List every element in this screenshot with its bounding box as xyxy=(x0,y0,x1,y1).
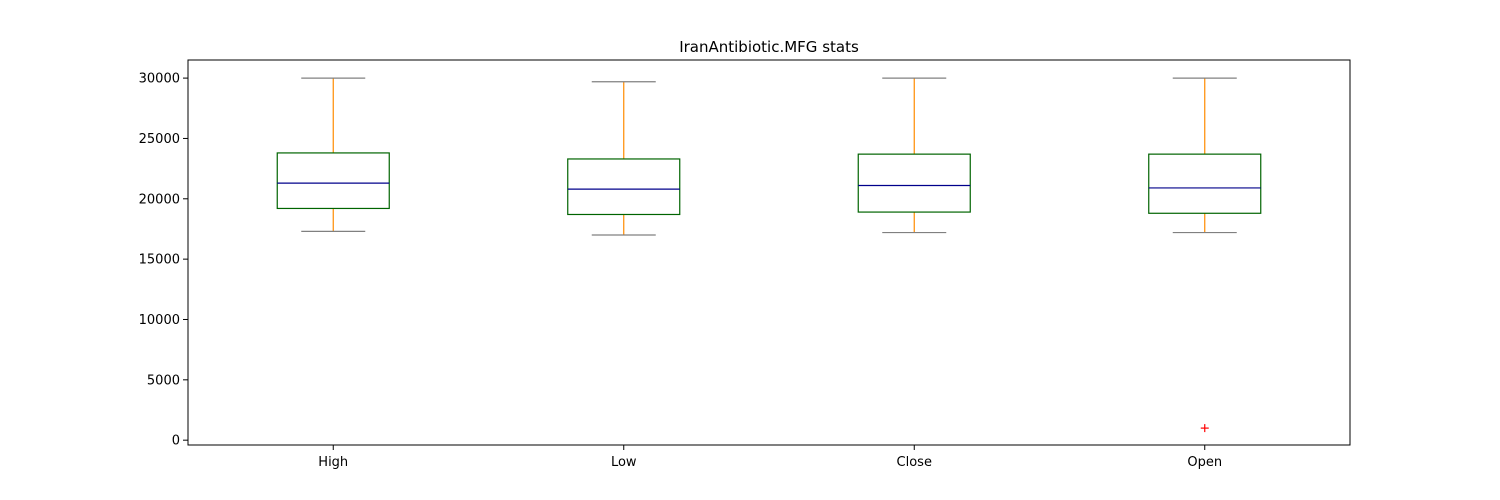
iqr-box xyxy=(857,153,971,213)
outlier-marker xyxy=(1200,424,1209,433)
y-tick-label: 5000 xyxy=(147,373,180,388)
chart-title: IranAntibiotic.MFG stats xyxy=(679,38,859,56)
iqr-box xyxy=(567,158,681,216)
iqr-box xyxy=(276,152,390,210)
box-high xyxy=(276,77,390,232)
y-tick-label: 10000 xyxy=(139,313,180,328)
x-tick-label: Low xyxy=(611,455,637,470)
y-tick-label: 25000 xyxy=(139,132,180,147)
x-tick-label: High xyxy=(318,455,348,470)
box-open xyxy=(1148,77,1262,433)
x-tick-label: Open xyxy=(1187,455,1222,470)
x-tick-label: Close xyxy=(897,455,932,470)
x-axis: High Low Close Open xyxy=(318,445,1222,470)
plot-frame xyxy=(187,59,1351,446)
box-close xyxy=(857,77,971,234)
y-tick-label: 0 xyxy=(172,434,180,449)
boxes-layer xyxy=(276,77,1262,433)
y-tick-label: 15000 xyxy=(139,253,180,268)
y-axis: 0 5000 10000 15000 20000 25000 30000 xyxy=(139,72,188,449)
y-tick-label: 20000 xyxy=(139,192,180,207)
iqr-box xyxy=(1148,153,1262,214)
y-tick-label: 30000 xyxy=(139,72,180,87)
box-low xyxy=(567,81,681,236)
